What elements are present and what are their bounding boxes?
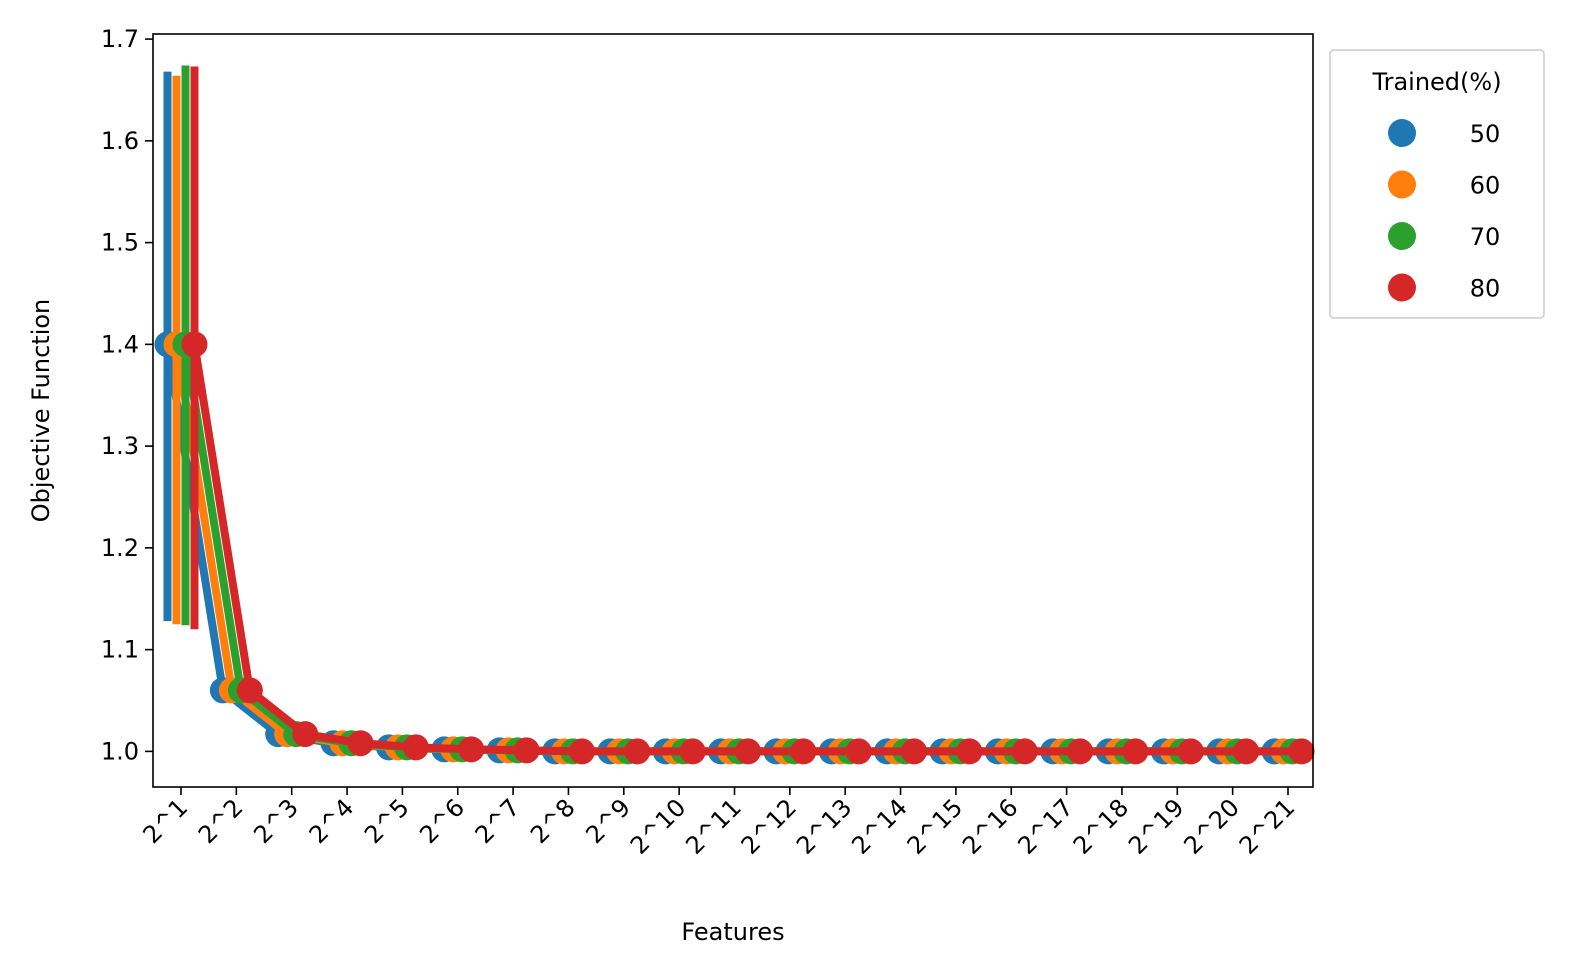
data-point [735, 738, 761, 765]
y-tick-label: 1.1 [101, 636, 139, 664]
y-tick-label: 1.5 [101, 229, 139, 257]
legend-marker [1388, 222, 1416, 250]
x-tick-label: 2^20 [1178, 793, 1244, 859]
data-point [402, 734, 429, 761]
data-point [458, 736, 485, 763]
x-tick-label: 2^6 [414, 793, 470, 849]
y-tick-label: 1.4 [101, 330, 139, 358]
data-point [236, 677, 263, 704]
series-80 [181, 66, 1315, 765]
y-axis: 1.0 1.1 1.2 1.3 1.4 1.5 1.6 1.7 [101, 25, 153, 765]
data-point [1177, 738, 1204, 765]
x-tick-label: 2^17 [1012, 793, 1078, 859]
data-point [679, 738, 706, 765]
x-tick-label: 2^18 [1068, 793, 1134, 859]
x-axis-label: Features [681, 918, 784, 946]
x-tick-label: 2^14 [846, 793, 912, 859]
x-tick-label: 2^8 [525, 793, 581, 849]
x-tick-label: 2^16 [957, 793, 1023, 859]
x-tick-label: 2^3 [248, 793, 304, 849]
legend-label: 80 [1470, 275, 1501, 303]
legend: Trained(%) 50 60 70 80 [1329, 49, 1545, 319]
y-tick-label: 1.6 [101, 127, 139, 155]
legend-label: 50 [1470, 120, 1501, 148]
y-axis-label: Objective Function [27, 299, 55, 523]
data-point [513, 737, 540, 764]
data-point [956, 738, 983, 765]
legend-marker [1388, 119, 1416, 147]
y-tick-label: 1.0 [101, 737, 139, 765]
data-point [292, 721, 319, 748]
series-50 [154, 71, 1288, 765]
x-tick-label: 2^19 [1123, 793, 1189, 859]
legend-label: 70 [1470, 223, 1501, 251]
data-point [568, 738, 595, 765]
data-point [1233, 738, 1260, 765]
data-point [790, 738, 817, 765]
x-tick-label: 2^4 [304, 793, 360, 849]
legend-title: Trained(%) [1371, 68, 1501, 96]
data-point [347, 730, 374, 757]
legend-marker [1388, 273, 1416, 302]
x-tick-label: 2^1 [138, 793, 194, 849]
series-60 [163, 75, 1297, 765]
series-line [163, 343, 1275, 756]
data-point [1067, 738, 1094, 765]
y-tick-label: 1.2 [101, 534, 139, 562]
x-tick-label: 2^7 [470, 793, 526, 849]
x-tick-label: 2^13 [791, 793, 857, 859]
data-point [901, 738, 928, 765]
x-tick-label: 2^2 [193, 793, 249, 849]
data-point [181, 331, 208, 358]
legend-items: 50 60 70 80 [1388, 119, 1500, 303]
data-point [845, 738, 872, 765]
x-axis: 2^1 2^2 2^3 2^4 2^5 2^6 2^7 2^8 2^92^102^112^122… [138, 787, 1300, 860]
legend-box [1329, 49, 1545, 319]
data-point [1122, 738, 1149, 765]
x-tick-label: 2^12 [736, 793, 802, 859]
data-point [1011, 738, 1038, 765]
series-line [172, 343, 1284, 756]
x-tick-label: 2^11 [680, 793, 746, 859]
data-point [1288, 738, 1315, 765]
x-tick-label: 2^10 [625, 793, 691, 859]
series-line [181, 343, 1293, 756]
series-70 [172, 65, 1306, 765]
x-tick-label: 2^15 [902, 793, 968, 859]
data-point [624, 738, 651, 765]
legend-marker [1388, 170, 1416, 199]
y-tick-label: 1.7 [101, 25, 139, 53]
x-tick-label: 2^21 [1234, 793, 1300, 859]
series-line [190, 343, 1302, 756]
legend-label: 60 [1470, 172, 1501, 200]
plot-area [154, 65, 1315, 765]
axes-frame [152, 33, 1314, 788]
y-tick-label: 1.3 [101, 432, 139, 460]
x-tick-label: 2^5 [359, 793, 415, 849]
